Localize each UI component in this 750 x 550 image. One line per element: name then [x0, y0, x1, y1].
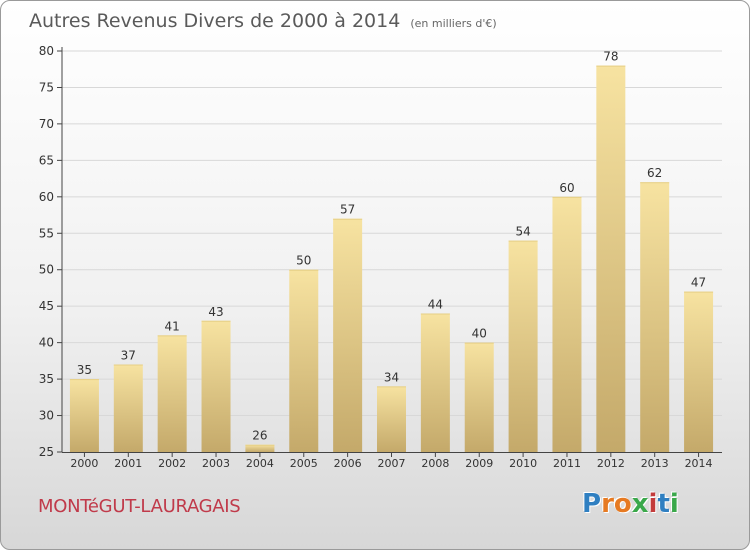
x-tick-label: 2007: [378, 457, 406, 470]
bar: [596, 65, 626, 452]
data-label: 47: [691, 276, 706, 290]
bar: [289, 269, 319, 452]
y-tick-label: 80: [39, 44, 54, 58]
chart-title-text: Autres Revenus Divers de 2000 à 2014: [29, 10, 401, 32]
data-label: 37: [121, 349, 136, 363]
x-tick-label: 2011: [553, 457, 581, 470]
logo-letter: i: [669, 489, 679, 519]
x-tick-label: 2003: [202, 457, 230, 470]
data-label: 57: [340, 203, 355, 217]
y-tick-label: 30: [39, 409, 54, 423]
x-tick-label: 2005: [290, 457, 318, 470]
bar: [69, 379, 99, 452]
bar: [113, 364, 143, 452]
x-tick-label: 2010: [509, 457, 537, 470]
y-tick-label: 75: [39, 80, 54, 94]
bar: [157, 335, 187, 452]
proxiti-logo[interactable]: Proxiti: [582, 489, 679, 519]
x-tick-label: 2012: [597, 457, 625, 470]
x-tick-label: 2013: [641, 457, 669, 470]
town-name: MONTéGUT-LAURAGAIS: [38, 496, 241, 517]
y-tick-label: 55: [39, 226, 54, 240]
x-tick-label: 2006: [334, 457, 362, 470]
x-tick-label: 2000: [70, 457, 98, 470]
bar: [420, 313, 450, 452]
data-label: 35: [77, 363, 92, 377]
data-label: 54: [515, 225, 530, 239]
x-tick-label: 2004: [246, 457, 274, 470]
chart-title: Autres Revenus Divers de 2000 à 2014 (en…: [29, 10, 497, 32]
y-tick-label: 35: [39, 372, 54, 386]
data-label: 60: [559, 181, 574, 195]
y-tick-label: 60: [39, 190, 54, 204]
logo-letter: x: [631, 489, 649, 519]
data-label: 62: [647, 166, 662, 180]
data-label: 43: [208, 305, 223, 319]
x-tick-label: 2002: [158, 457, 186, 470]
x-tick-label: 2009: [465, 457, 493, 470]
bar: [552, 196, 582, 452]
y-tick-label: 25: [39, 445, 54, 459]
x-tick-label: 2008: [421, 457, 449, 470]
bar: [245, 444, 275, 452]
bar: [333, 218, 363, 452]
logo-letter: r: [601, 489, 614, 519]
bar: [377, 386, 406, 452]
bar: [464, 342, 494, 452]
x-tick-label: 2014: [685, 457, 713, 470]
y-tick-label: 45: [39, 299, 54, 313]
data-label: 50: [296, 254, 311, 268]
logo-letter: t: [657, 489, 670, 519]
data-label: 44: [428, 297, 443, 311]
y-tick-label: 65: [39, 153, 54, 167]
x-tick-label: 2001: [114, 457, 142, 470]
bar: [201, 320, 231, 452]
logo-letter: o: [613, 489, 632, 519]
data-label: 34: [384, 370, 399, 384]
logo-letter: i: [648, 489, 658, 519]
y-tick-label: 70: [39, 117, 54, 131]
logo-letter: P: [582, 489, 602, 519]
bar: [640, 182, 670, 452]
data-label: 40: [472, 327, 487, 341]
bar: [684, 291, 714, 452]
y-tick-label: 40: [39, 336, 54, 350]
y-tick-label: 50: [39, 263, 54, 277]
data-label: 41: [165, 319, 180, 333]
chart-subtitle: (en milliers d'€): [410, 17, 497, 30]
data-label: 78: [603, 50, 618, 64]
data-label: 26: [252, 429, 267, 443]
bar: [508, 240, 538, 452]
